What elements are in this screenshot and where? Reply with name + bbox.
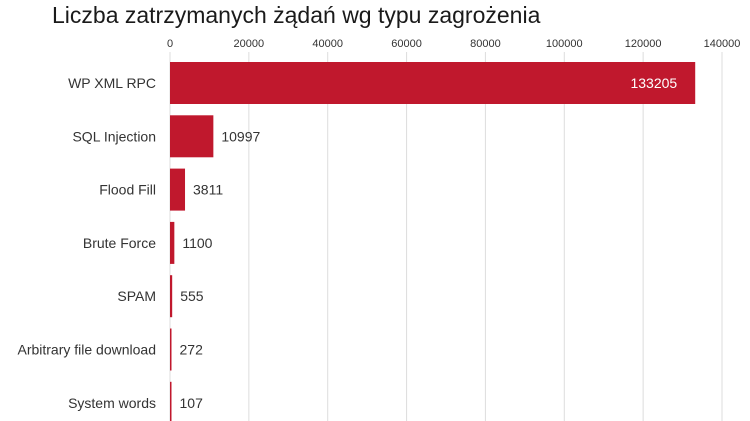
x-tick-label: 100000 xyxy=(546,38,583,50)
category-label: WP XML RPC xyxy=(68,75,156,91)
gridlines xyxy=(169,52,723,421)
bar xyxy=(170,328,172,371)
data-labels: 133205 10997 3811 1100 555 272 107 xyxy=(180,75,678,411)
bar xyxy=(170,221,175,264)
category-label: SQL Injection xyxy=(72,128,156,144)
category-label: Flood Fill xyxy=(99,182,156,198)
category-labels: WP XML RPC SQL Injection Flood Fill Brute F… xyxy=(17,75,156,411)
category-label: SPAM xyxy=(117,288,156,304)
category-label: Arbitrary file download xyxy=(17,342,156,358)
data-label: 1100 xyxy=(182,235,212,251)
x-tick-label: 140000 xyxy=(704,38,741,50)
x-tick-label: 0 xyxy=(167,38,173,50)
x-tick-label: 20000 xyxy=(234,38,265,50)
chart-title: Liczba zatrzymanych żądań wg typu zagroż… xyxy=(52,2,541,28)
x-tick-label: 80000 xyxy=(470,38,501,50)
data-label: 10997 xyxy=(221,128,260,144)
bar xyxy=(170,62,696,104)
data-label: 133205 xyxy=(630,75,677,91)
data-label: 107 xyxy=(180,395,204,411)
bar xyxy=(170,115,214,158)
category-label: Brute Force xyxy=(83,235,156,251)
category-label: System words xyxy=(68,395,156,411)
bar xyxy=(170,168,186,211)
data-label: 3811 xyxy=(193,182,223,198)
data-label: 272 xyxy=(180,342,204,358)
x-tick-label: 120000 xyxy=(625,38,662,50)
x-tick-label: 60000 xyxy=(391,38,422,50)
x-tick-label: 40000 xyxy=(312,38,343,50)
x-axis-ticks: 0 20000 40000 60000 80000 100000 120000 140000 xyxy=(167,38,740,50)
bar xyxy=(170,381,172,421)
bar xyxy=(170,275,173,318)
bars xyxy=(170,62,696,421)
data-label: 555 xyxy=(180,288,204,304)
